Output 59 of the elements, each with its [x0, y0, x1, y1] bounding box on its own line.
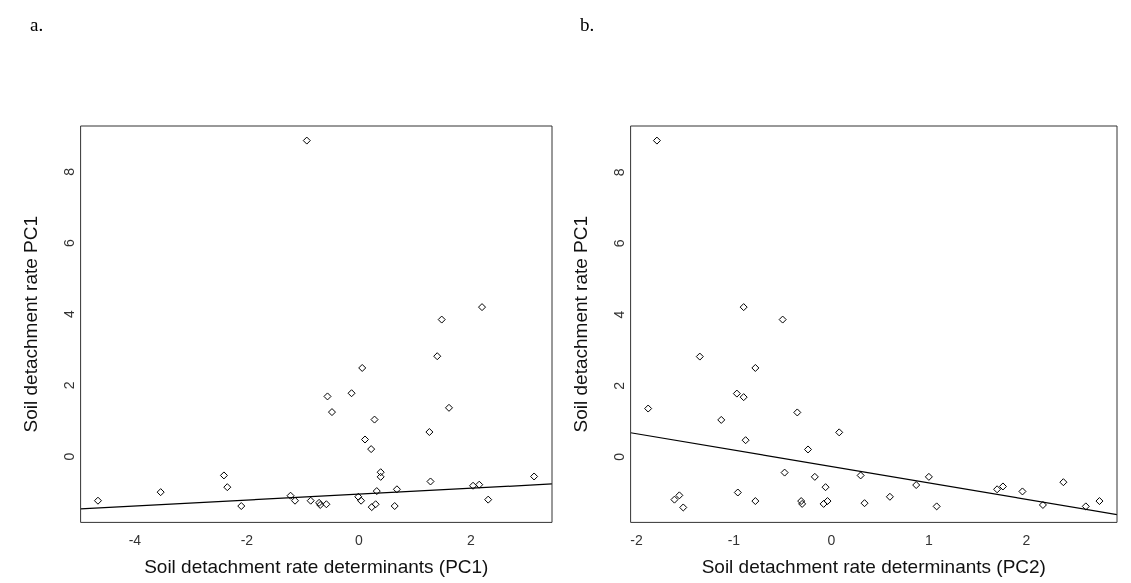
point — [392, 485, 401, 494]
point — [530, 472, 539, 481]
y-tick-label: 2 — [611, 381, 628, 390]
point — [93, 496, 102, 505]
point — [286, 491, 295, 500]
x-tick-label: -2 — [240, 531, 254, 548]
point — [376, 468, 385, 477]
point — [484, 495, 493, 504]
point — [425, 428, 434, 437]
point — [426, 477, 435, 486]
x-tick-label: -4 — [128, 531, 142, 548]
y-axis-title: Soil detachment rate PC1 — [569, 215, 591, 433]
point — [370, 415, 379, 424]
point — [347, 389, 356, 398]
point — [156, 488, 165, 497]
x-tick-label: 0 — [827, 531, 836, 548]
x-axis-title: Soil detachment rate determinants (PC1) — [144, 555, 489, 577]
x-tick-label: 2 — [1022, 531, 1031, 548]
point — [390, 502, 399, 511]
x-tick-label: 1 — [924, 531, 933, 548]
point — [327, 408, 336, 417]
y-axis-title: Soil detachment rate PC1 — [19, 215, 41, 433]
y-tick-label: 6 — [611, 239, 628, 248]
x-tick-label: 0 — [354, 531, 363, 548]
chart-title: b. — [580, 14, 595, 36]
point — [376, 472, 385, 481]
x-axis-title: Soil detachment rate determinants (PC2) — [701, 555, 1046, 577]
point — [367, 445, 376, 454]
point — [367, 503, 376, 512]
point — [237, 502, 246, 511]
y-tick-label: 4 — [61, 310, 78, 319]
y-tick-label: 2 — [61, 381, 78, 390]
point — [219, 471, 228, 480]
y-tick-label: 4 — [611, 310, 628, 319]
point — [223, 483, 232, 492]
y-tick-label: 8 — [611, 168, 628, 177]
point — [469, 481, 478, 490]
point — [358, 363, 367, 372]
x-tick-label: 2 — [466, 531, 475, 548]
point — [437, 315, 446, 324]
point — [357, 496, 366, 505]
point — [302, 136, 311, 145]
point — [433, 352, 442, 361]
x-tick-label: -1 — [727, 531, 741, 548]
point — [323, 392, 332, 401]
point — [322, 500, 331, 509]
y-tick-label: 8 — [61, 167, 78, 176]
point — [371, 500, 380, 509]
point — [444, 403, 453, 412]
point — [372, 487, 381, 496]
point — [306, 496, 315, 505]
y-tick-label: 0 — [61, 452, 78, 461]
chart-title: a. — [30, 14, 44, 36]
y-tick-label: 6 — [61, 238, 78, 247]
y-tick-label: 0 — [611, 452, 628, 461]
point — [354, 492, 363, 501]
point — [475, 480, 484, 489]
point — [478, 303, 487, 312]
x-tick-label: -2 — [630, 531, 643, 548]
